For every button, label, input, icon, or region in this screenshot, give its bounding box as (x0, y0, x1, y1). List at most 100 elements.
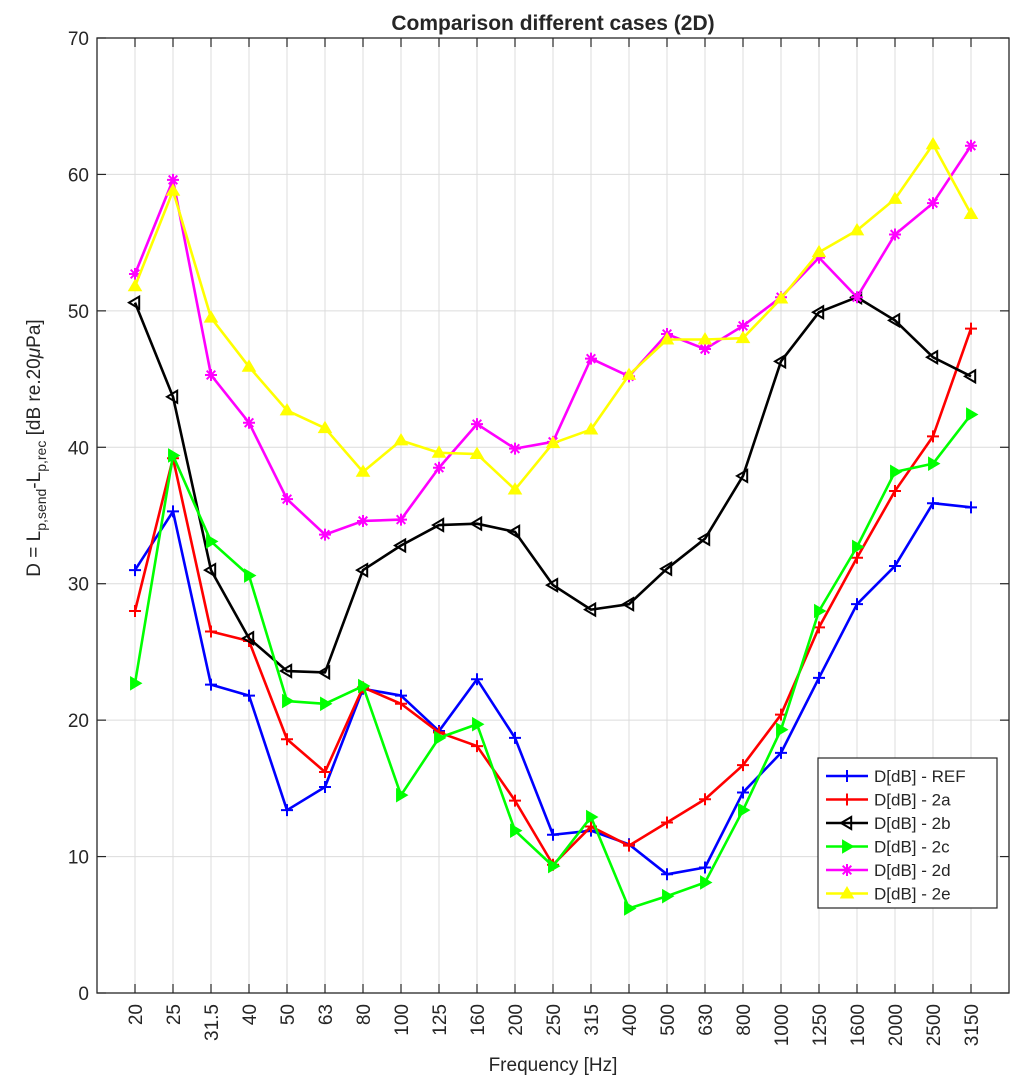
data-point (963, 206, 979, 219)
data-point (393, 537, 407, 554)
data-point (206, 534, 219, 549)
x-axis-title: Frequency [Hz] (489, 1055, 618, 1076)
legend-label: D[dB] - 2a (874, 791, 951, 810)
data-point (583, 601, 597, 618)
series-d-db-2e (127, 136, 979, 495)
data-point (547, 828, 559, 841)
data-point (889, 559, 901, 572)
data-point (203, 310, 219, 323)
data-point (738, 802, 751, 818)
data-point (469, 515, 483, 532)
legend-entry: D[dB] - REF (826, 767, 966, 786)
data-point (775, 746, 787, 759)
data-point (317, 664, 331, 681)
data-point (697, 530, 711, 547)
data-point (129, 268, 141, 281)
data-point (355, 464, 371, 477)
data-point (773, 353, 787, 370)
data-point (282, 693, 295, 709)
x-tick-label: 200 (506, 1004, 527, 1036)
data-point (965, 139, 977, 152)
x-tick-label: 160 (468, 1004, 489, 1036)
legend-marker (842, 839, 855, 854)
legend-entry: D[dB] - 2d (826, 861, 951, 880)
data-point (852, 539, 865, 555)
x-tick-label: 80 (354, 1004, 375, 1025)
x-tick-label: 100 (392, 1004, 413, 1036)
data-point (624, 901, 637, 916)
data-point (129, 605, 141, 617)
y-axis-title: D = Lp,send-Lp,rec [dB re.20μPa] (24, 319, 49, 576)
data-point (965, 501, 977, 514)
x-tick-label: 1250 (810, 1004, 831, 1046)
data-point (510, 823, 523, 838)
data-point (357, 514, 369, 527)
data-point (431, 517, 445, 533)
data-point (583, 422, 599, 435)
data-point (814, 603, 827, 619)
data-point (851, 551, 863, 564)
series-d-db-2c (130, 407, 979, 916)
data-point (700, 875, 713, 890)
y-tick-label: 10 (68, 848, 89, 869)
y-tick-label: 40 (68, 438, 89, 459)
y-axis-title-sub2: p,rec (33, 441, 49, 472)
data-point (469, 446, 485, 460)
legend-marker (841, 793, 853, 806)
data-point (396, 787, 409, 803)
legend-entry: D[dB] - 2a (826, 791, 951, 810)
legend-marker (841, 770, 853, 782)
data-point (129, 564, 141, 577)
x-tick-label: 125 (430, 1004, 451, 1036)
x-tick-label: 500 (658, 1004, 679, 1036)
x-tick-label: 31.5 (202, 1004, 223, 1041)
data-point (585, 352, 597, 365)
x-tick-label: 1000 (772, 1004, 793, 1046)
data-point (699, 793, 711, 806)
data-point (130, 675, 143, 691)
data-point (925, 349, 939, 365)
data-point (165, 183, 181, 196)
legend-label: D[dB] - 2b (874, 814, 951, 833)
legend-marker (841, 864, 853, 876)
data-point (965, 322, 977, 335)
legend-box (817, 757, 998, 909)
data-point (889, 484, 901, 497)
data-point (395, 697, 407, 710)
data-point (661, 816, 673, 829)
data-point (319, 780, 331, 793)
data-point (811, 304, 825, 320)
y-axis-title-mu: μ (24, 347, 45, 359)
y-axis-title-prefix: D = L (24, 531, 45, 577)
legend-entry: D[dB] - 2e (826, 885, 951, 904)
data-point (243, 689, 255, 702)
data-point (699, 343, 711, 356)
data-point (737, 759, 749, 772)
data-point (548, 858, 561, 874)
x-tick-label: 50 (278, 1004, 299, 1025)
y-axis-title-middle: -L (24, 472, 45, 489)
axes (96, 37, 1010, 994)
data-point (319, 528, 331, 541)
data-point (776, 722, 789, 738)
data-point (167, 173, 179, 186)
axes-box (96, 37, 1010, 994)
data-point (621, 367, 637, 380)
data-point (393, 432, 409, 446)
data-point (509, 731, 521, 744)
y-tick-label: 0 (78, 984, 89, 1005)
data-point (127, 278, 143, 292)
data-point (281, 733, 293, 746)
data-point (662, 888, 675, 904)
legend-label: D[dB] - 2d (874, 861, 951, 880)
x-tick-label: 400 (620, 1004, 641, 1036)
data-point (433, 461, 445, 474)
series-lines (127, 136, 979, 916)
data-point (966, 407, 979, 422)
legend-label: D[dB] - 2c (874, 838, 950, 857)
data-point (699, 861, 711, 874)
data-point (243, 416, 255, 429)
data-point (281, 804, 293, 817)
data-point (890, 464, 903, 480)
x-tick-label: 20 (126, 1004, 147, 1025)
